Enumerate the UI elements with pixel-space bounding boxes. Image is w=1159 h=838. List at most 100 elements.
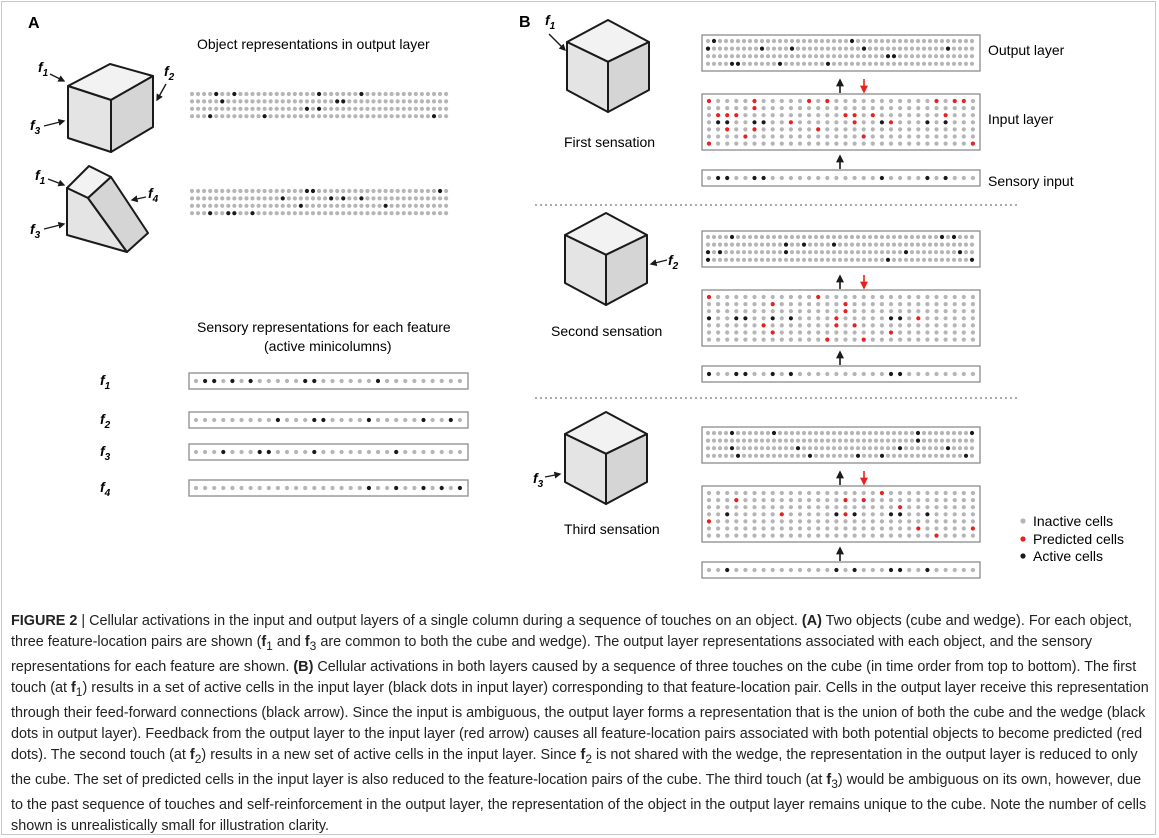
output-cell (711, 61, 717, 66)
minicolumn (284, 378, 290, 384)
output-cell (383, 188, 388, 194)
output-cell (425, 203, 431, 208)
output-cell (933, 257, 939, 262)
output-cell (226, 106, 231, 111)
output-cell (831, 242, 837, 247)
input-cell (861, 505, 866, 510)
input-cell (934, 505, 939, 510)
input-cell (797, 302, 803, 307)
input-cell (952, 309, 957, 314)
output-cell (729, 242, 735, 247)
input-cell (825, 490, 830, 496)
output-cell (753, 38, 759, 44)
output-cell (280, 91, 285, 97)
output-cell (274, 203, 279, 208)
output-cell (401, 99, 406, 104)
input-cell (843, 490, 848, 496)
input-cell (952, 490, 957, 496)
sensory-cell (843, 175, 848, 181)
minicolumn (312, 378, 317, 384)
output-cell (951, 46, 957, 51)
output-cell (747, 54, 753, 59)
output-cell (783, 242, 789, 247)
input-cell (761, 120, 766, 125)
output-cell (189, 106, 195, 111)
output-cell (741, 257, 747, 262)
input-cell (797, 330, 803, 335)
output-cell (963, 430, 969, 436)
input-cell (734, 330, 739, 335)
input-cell (797, 309, 803, 314)
output-cell (220, 106, 225, 111)
output-cell (735, 242, 741, 247)
output-cell (777, 430, 783, 436)
input-cell (734, 337, 739, 342)
legend-inactive-label: Inactive cells (1033, 513, 1113, 529)
input-cell (725, 490, 730, 496)
input-cell (879, 106, 885, 111)
output-cell (885, 46, 891, 51)
input-cell (825, 309, 830, 314)
input-cell (943, 512, 948, 517)
input-cell (852, 512, 857, 517)
output-cell (202, 188, 207, 194)
input-cell (961, 141, 966, 146)
output-cell (316, 106, 322, 111)
input-cell (943, 323, 948, 328)
input-layer-box (701, 289, 981, 347)
output-cell (232, 188, 237, 194)
input-cell (888, 302, 894, 307)
legend-predicted-label: Predicted cells (1033, 531, 1124, 547)
input-cell (925, 519, 930, 524)
output-cell (395, 91, 400, 97)
output-cell (723, 453, 729, 458)
output-cell (795, 430, 801, 436)
input-cell (779, 512, 784, 517)
output-cell (202, 91, 207, 97)
input-cell (734, 498, 739, 503)
minicolumn (294, 449, 299, 455)
input-cell (725, 498, 730, 503)
input-cell (734, 505, 739, 510)
output-cell (903, 438, 909, 443)
sensory-cell (916, 175, 921, 181)
output-cell (843, 46, 849, 51)
input-cell (706, 533, 712, 538)
panel-b-layers (701, 34, 981, 579)
input-cell (743, 505, 748, 510)
output-cell (795, 61, 801, 66)
sensory-cell (816, 371, 821, 377)
input-cell (797, 106, 803, 111)
input-cell (852, 533, 857, 538)
sensory-cell (898, 175, 903, 181)
output-cell (915, 257, 921, 262)
input-cell (816, 316, 821, 321)
output-cell (795, 250, 801, 255)
output-cell (789, 242, 795, 247)
output-cell (915, 453, 921, 458)
output-cell (753, 46, 759, 51)
output-cell (444, 211, 449, 216)
input-cell (943, 526, 948, 531)
output-cell (286, 114, 291, 119)
output-cell (855, 438, 861, 443)
output-cell (969, 250, 975, 255)
minicolumn (257, 378, 262, 384)
legend-predicted-swatch (1020, 536, 1026, 542)
input-cell (743, 316, 748, 321)
output-cell (711, 46, 717, 51)
output-cell (226, 99, 231, 104)
output-cell (444, 203, 449, 208)
output-cell (765, 61, 771, 66)
output-cell (861, 61, 867, 66)
output-cell (939, 446, 945, 451)
sensory-cell (916, 371, 921, 377)
input-cell (870, 141, 875, 146)
output-cell (359, 99, 364, 104)
output-cell (855, 453, 861, 458)
output-cell (371, 188, 376, 194)
output-cell (903, 46, 909, 51)
input-cell (825, 294, 830, 300)
output-cell (747, 61, 753, 66)
